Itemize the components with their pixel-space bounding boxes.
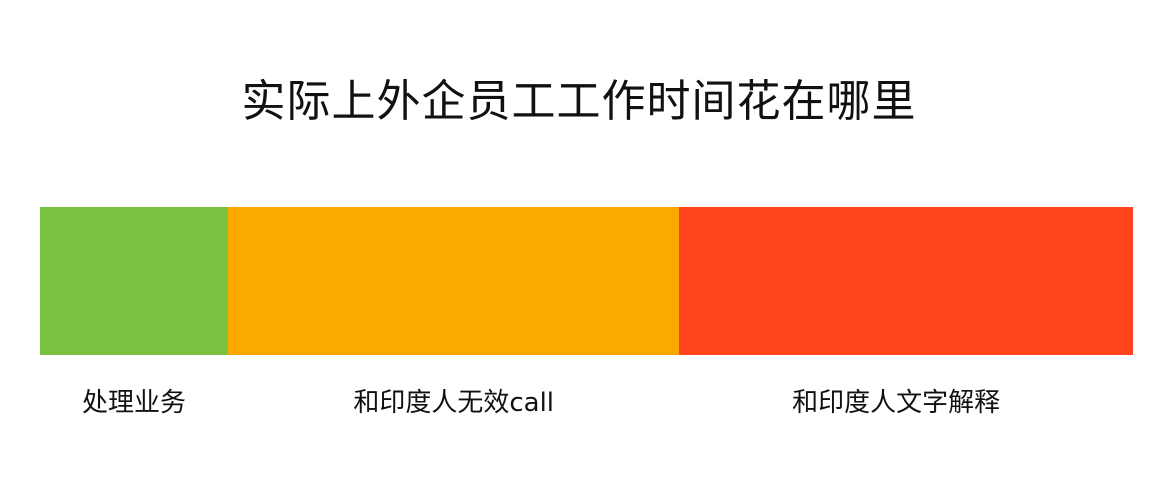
bar-segment-3 xyxy=(679,207,1133,355)
bar-segment-1 xyxy=(40,207,228,355)
stacked-bar xyxy=(40,207,1133,355)
segment-label-1: 处理业务 xyxy=(81,388,186,418)
bar-segment-2 xyxy=(227,207,680,355)
chart-title: 实际上外企员工工作时间花在哪里 xyxy=(241,76,917,127)
segment-label-2: 和印度人无效call xyxy=(353,388,555,418)
segment-label-3: 和印度人文字解释 xyxy=(792,388,1001,418)
